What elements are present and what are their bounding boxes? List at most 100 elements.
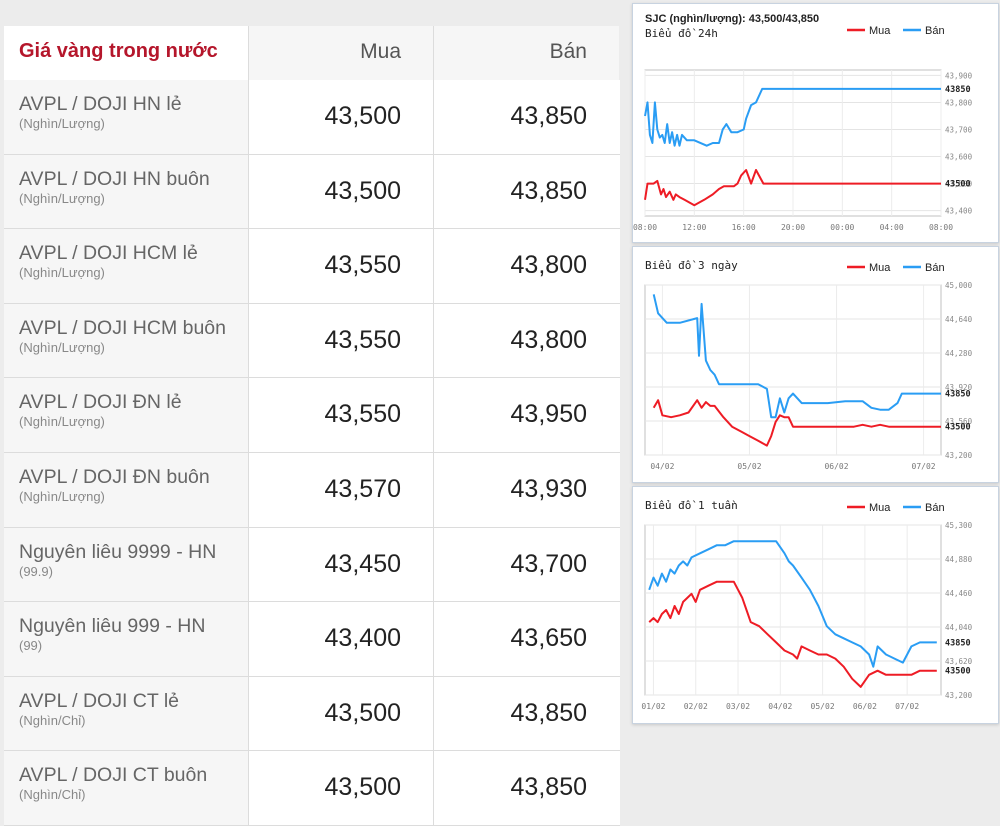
row-unit: (Nghìn/Chỉ): [19, 712, 86, 728]
table-row: AVPL / DOJI HCM buôn (Nghìn/Lượng) 43,550 4…: [4, 303, 620, 379]
chart-panel-24h: SJC (nghìn/lượng): 43,500/43,850 Biểu đồ …: [632, 3, 999, 243]
row-unit: (99): [19, 638, 43, 654]
row-name-cell: Nguyên liêu 9999 - HN (99.9): [4, 527, 249, 602]
last-value-label: 43850: [945, 85, 971, 95]
row-name: Nguyên liêu 9999 - HN: [19, 540, 217, 563]
chart-24h: SJC (nghìn/lượng): 43,500/43,850 Biểu đồ …: [633, 13, 973, 232]
y-tick-label: 43,200: [945, 451, 973, 460]
y-tick-label: 44,640: [945, 315, 973, 324]
gold-price-table: Giá vàng trong nước Mua Bán AVPL / DOJI …: [4, 26, 620, 826]
sell-price: 43,800: [434, 303, 619, 378]
table-row: AVPL / DOJI HN buôn (Nghìn/Lượng) 43,500 43…: [4, 154, 620, 230]
x-tick-label: 05/02: [737, 462, 761, 471]
buy-price: 43,400: [249, 602, 434, 676]
chart-panel-1-week: Biểu đồ 1 tuần Mua Bán 45,300 44,880 44,460 44…: [632, 486, 999, 724]
x-tick-label: 07/02: [912, 462, 936, 471]
row-name-cell: AVPL / DOJI CT buôn (Nghìn/Chỉ): [4, 751, 249, 825]
x-tick-label: 04/02: [768, 702, 792, 711]
row-name-cell: AVPL / DOJI ĐN lẻ (Nghìn/Lượng): [4, 378, 249, 452]
row-unit: (Nghìn/Lượng): [19, 116, 105, 131]
buy-price: 43,500: [249, 80, 434, 154]
buy-price: 43,570: [249, 452, 434, 527]
table-row: AVPL / DOJI CT lẻ (Nghìn/Chỉ) 43,500 43,850: [4, 676, 620, 752]
x-tick-label: 12:00: [682, 223, 706, 232]
table-row: AVPL / DOJI HCM lẻ (Nghìn/Lượng) 43,550 43,…: [4, 229, 620, 304]
series-line-ban: [644, 87, 941, 147]
y-tick-label: 43,560: [945, 417, 973, 426]
chart-title: Biểu đồ 3 ngày: [645, 259, 738, 272]
y-tick-label: 45,300: [945, 521, 973, 530]
row-unit: (Nghìn/Lượng): [19, 265, 105, 281]
last-value-label: 43500: [945, 667, 971, 677]
row-name-cell: Nguyên liêu 999 - HN (99): [4, 602, 249, 676]
x-tick-label: 08:00: [929, 223, 953, 232]
column-header-buy: Mua: [249, 26, 434, 80]
column-header-sell: Bán: [434, 26, 619, 80]
x-tick-label: 07/02: [895, 702, 919, 711]
series-line-mua: [648, 580, 937, 688]
row-unit: (Nghìn/Chỉ): [19, 787, 86, 803]
row-name: AVPL / DOJI ĐN lẻ: [19, 391, 182, 414]
x-tick-label: 03/02: [726, 702, 750, 711]
x-tick-label: 16:00: [732, 223, 756, 232]
chart-title: Biểu đồ 1 tuần: [645, 499, 738, 512]
buy-price: 43,550: [249, 378, 434, 452]
sell-price: 43,950: [434, 378, 619, 452]
chart-panel-3-days: Biểu đồ 3 ngày Mua Bán 45,000 44,640 44,280 43…: [632, 246, 999, 483]
row-name: AVPL / DOJI CT lẻ: [19, 689, 180, 712]
buy-price: 43,500: [249, 751, 434, 825]
series-line-mua: [652, 399, 941, 447]
legend-label-ban: Bán: [925, 502, 945, 514]
y-tick-label: 43,800: [945, 98, 973, 107]
buy-price: 43,550: [249, 229, 434, 303]
row-name: Nguyên liêu 999 - HN: [19, 615, 206, 638]
row-name-cell: AVPL / DOJI ĐN buôn (Nghìn/Lượng): [4, 452, 249, 527]
sell-price: 43,930: [434, 452, 619, 527]
row-name-cell: AVPL / DOJI HN buôn (Nghìn/Lượng): [4, 154, 249, 229]
sell-price: 43,850: [434, 154, 619, 229]
x-tick-label: 02/02: [684, 702, 708, 711]
legend-label-mua: Mua: [869, 502, 891, 514]
x-tick-label: 04:00: [880, 223, 904, 232]
buy-price: 43,450: [249, 527, 434, 602]
row-name: AVPL / DOJI HCM lẻ: [19, 242, 198, 265]
table-title: Giá vàng trong nước: [19, 40, 218, 62]
y-tick-label: 43,600: [945, 153, 973, 162]
series-line-ban: [652, 294, 941, 419]
row-unit: (Nghìn/Lượng): [19, 414, 105, 430]
row-unit: (99.9): [19, 563, 53, 579]
y-tick-label: 43,920: [945, 383, 973, 392]
plot-area: [644, 284, 942, 456]
y-tick-label: 45,000: [945, 281, 973, 290]
sell-price: 43,650: [434, 602, 619, 676]
y-tick-label: 43,400: [945, 207, 973, 216]
x-tick-label: 05/02: [811, 702, 835, 711]
chart-header: SJC (nghìn/lượng): 43,500/43,850: [645, 13, 819, 25]
legend-label-mua: Mua: [869, 262, 891, 274]
buy-price: 43,500: [249, 154, 434, 229]
row-name-cell: AVPL / DOJI HN lẻ (Nghìn/Lượng): [4, 80, 249, 154]
y-tick-label: 43,900: [945, 71, 973, 80]
sell-price: 43,800: [434, 229, 619, 303]
row-name: AVPL / DOJI HN lẻ: [19, 93, 182, 115]
table-title-cell: Giá vàng trong nước: [4, 26, 249, 80]
x-tick-label: 01/02: [641, 702, 665, 711]
row-name: AVPL / DOJI HCM buôn: [19, 316, 226, 339]
row-unit: (Nghìn/Lượng): [19, 339, 105, 355]
last-value-label: 43500: [945, 423, 971, 433]
buy-price: 43,550: [249, 303, 434, 378]
row-unit: (Nghìn/Lượng): [19, 488, 105, 504]
y-tick-label: 44,880: [945, 555, 973, 564]
y-tick-label: 44,280: [945, 349, 973, 358]
table-row: Nguyên liêu 9999 - HN (99.9) 43,450 43,700: [4, 527, 620, 603]
x-tick-label: 20:00: [781, 223, 805, 232]
y-tick-label: 43,500: [945, 180, 973, 189]
table-row: AVPL / DOJI ĐN buôn (Nghìn/Lượng) 43,570 43…: [4, 452, 620, 528]
plot-area: [644, 524, 942, 696]
row-name-cell: AVPL / DOJI HCM lẻ (Nghìn/Lượng): [4, 229, 249, 303]
sell-price: 43,700: [434, 527, 619, 602]
y-tick-label: 43,620: [945, 657, 973, 666]
chart-title: Biểu đồ 24h: [645, 27, 718, 40]
sell-price: 43,850: [434, 751, 619, 825]
